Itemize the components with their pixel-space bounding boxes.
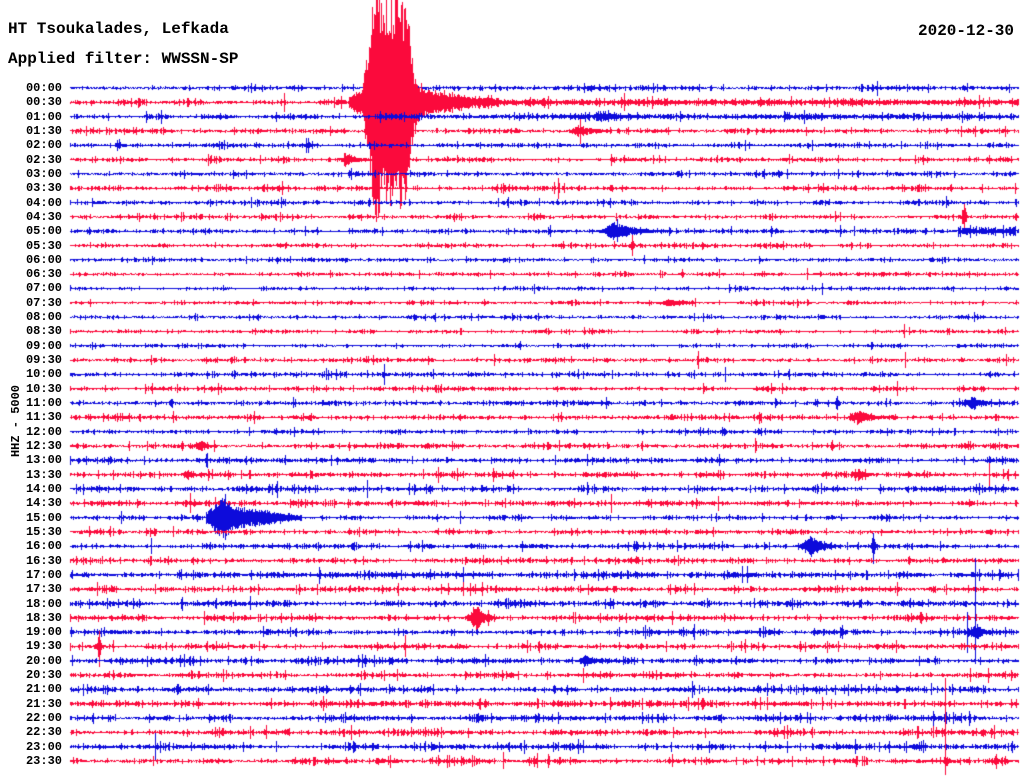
trace-time-label: 17:30 (25, 582, 62, 597)
trace-time-label: 22:00 (25, 711, 62, 726)
trace-time-label: 04:00 (25, 195, 62, 210)
trace-time-label: 18:30 (25, 610, 62, 625)
trace-time-label: 10:00 (25, 367, 62, 382)
trace-time-label: 05:00 (25, 224, 62, 239)
trace-time-label: 06:00 (25, 252, 62, 267)
filter-label: Applied filter: WWSSN-SP (8, 50, 239, 68)
trace-time-label: 08:30 (25, 324, 62, 339)
trace-time-label: 16:30 (25, 553, 62, 568)
trace-time-label: 16:00 (25, 539, 62, 554)
trace-time-label: 07:00 (25, 281, 62, 296)
trace-time-label: 21:00 (25, 682, 62, 697)
trace-time-label: 22:30 (25, 725, 62, 740)
trace-time-label: 17:00 (25, 567, 62, 582)
trace-time-label: 07:30 (25, 295, 62, 310)
trace-time-label: 01:00 (25, 109, 62, 124)
trace-time-label: 12:30 (25, 439, 62, 453)
trace-time-label: 02:00 (25, 138, 62, 153)
trace-time-label: 23:00 (25, 739, 62, 754)
trace-time-label: 03:30 (25, 181, 62, 196)
trace-time-label: 13:30 (25, 467, 62, 482)
trace-time-label: 00:00 (25, 81, 62, 95)
trace-time-label: 10:30 (25, 381, 62, 396)
trace-time-label: 09:00 (25, 338, 62, 353)
trace-time-label: 08:00 (25, 310, 62, 325)
trace-time-label: 11:30 (25, 410, 62, 425)
trace-time-label: 15:30 (25, 524, 62, 539)
trace-time-label: 00:30 (25, 95, 62, 110)
trace-time-label: 09:30 (25, 353, 62, 368)
trace-time-label: 20:30 (25, 668, 62, 683)
trace-time-label: 05:30 (25, 238, 62, 253)
trace-time-label: 13:00 (25, 453, 62, 468)
trace-time-label: 01:30 (25, 123, 62, 138)
trace-time-label: 03:00 (25, 166, 62, 181)
trace-time-label: 14:00 (25, 481, 62, 496)
trace-time-label: 18:00 (25, 596, 62, 611)
trace-time-label: 20:00 (25, 653, 62, 668)
date-label: 2020-12-30 (917, 22, 1014, 40)
trace-time-label: 06:30 (25, 267, 62, 282)
station-title: HT Tsoukalades, Lefkada (8, 20, 229, 38)
trace-time-label: 12:00 (25, 424, 62, 439)
trace-time-label: 15:00 (25, 510, 62, 525)
trace-time-label: 02:30 (25, 152, 62, 167)
trace-time-label: 14:30 (25, 496, 62, 511)
trace-time-label: 19:00 (25, 625, 62, 640)
trace-time-label: 04:30 (25, 209, 62, 224)
trace-time-label: 19:30 (25, 639, 62, 654)
trace-time-label: 23:30 (25, 754, 62, 769)
trace-time-label: 21:30 (25, 696, 62, 711)
trace-time-label: 11:00 (25, 396, 62, 411)
